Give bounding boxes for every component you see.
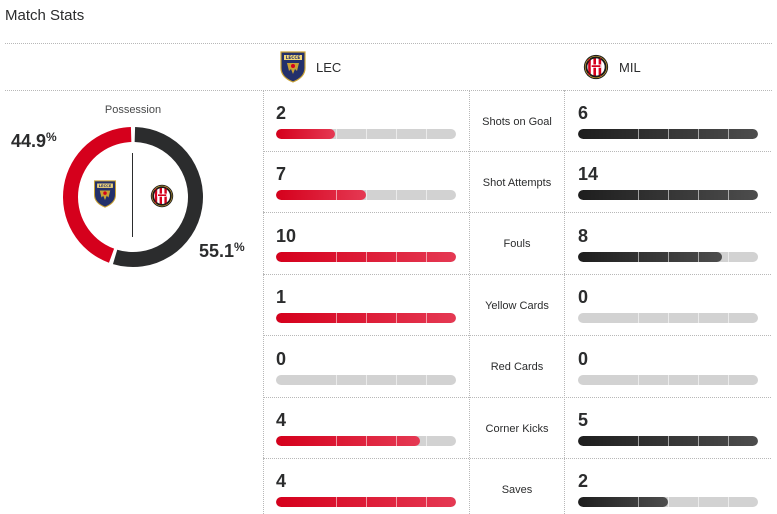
possession-donut-chart — [62, 127, 204, 267]
column-divider — [469, 90, 470, 514]
away-team-header[interactable]: MIL — [583, 50, 641, 84]
lecce-crest-icon — [93, 180, 117, 208]
team-header-divider — [5, 90, 772, 91]
home-possession-value: 44.9% — [11, 130, 57, 151]
stat-row: 10 Fouls 8 — [263, 214, 771, 275]
stat-row: 4 Saves 2 — [263, 459, 771, 514]
milan-crest-icon — [583, 52, 609, 82]
stat-label: Shot Attempts — [482, 176, 552, 189]
home-stat-cell: 4 — [276, 471, 456, 508]
home-stat-bar — [276, 374, 456, 385]
away-stat-cell: 14 — [578, 164, 758, 201]
away-stat-bar-fill — [578, 251, 722, 262]
home-stat-cell: 7 — [276, 164, 456, 201]
stat-label: Saves — [501, 483, 533, 496]
home-stat-value: 0 — [276, 348, 287, 369]
stat-label: Fouls — [503, 238, 531, 251]
home-stat-bar-fill — [276, 436, 420, 446]
row-divider — [263, 396, 771, 398]
home-stat-cell: 1 — [276, 287, 456, 324]
stat-row: 0 Red Cards 0 — [263, 337, 771, 398]
row-divider — [263, 273, 771, 275]
possession-label: Possession — [104, 104, 162, 116]
stat-row: 7 Shot Attempts 14 — [263, 152, 771, 214]
home-stat-value: 1 — [276, 287, 287, 308]
away-stat-cell: 0 — [578, 349, 758, 385]
row-divider — [263, 458, 771, 459]
away-stat-cell: 6 — [578, 103, 758, 139]
away-possession-value: 55.1% — [199, 240, 245, 261]
away-stat-bar — [578, 313, 758, 324]
away-stat-cell: 5 — [578, 410, 758, 446]
page-title: Match Stats — [5, 7, 85, 24]
home-stat-bar — [276, 129, 456, 139]
away-stat-value: 5 — [578, 410, 589, 430]
home-stat-cell: 4 — [276, 410, 456, 446]
column-divider — [564, 90, 565, 514]
away-stat-cell: 8 — [578, 226, 758, 262]
home-stat-value: 4 — [276, 471, 287, 492]
stat-row: 2 Shots on Goal 6 — [263, 91, 771, 152]
home-team-header[interactable]: LEC — [280, 50, 341, 84]
donut-divider — [132, 153, 133, 237]
away-stat-bar — [578, 436, 758, 446]
home-stat-value: 2 — [276, 103, 287, 123]
home-stat-cell: 0 — [276, 349, 456, 385]
row-divider — [263, 212, 771, 214]
away-stat-value: 0 — [578, 287, 589, 308]
stat-label: Red Cards — [490, 361, 544, 374]
away-stat-bar — [578, 497, 758, 508]
home-stat-bar-fill — [276, 190, 366, 201]
home-stat-value: 10 — [276, 225, 297, 246]
home-stat-value: 4 — [276, 410, 287, 430]
stat-label: Shots on Goal — [482, 115, 552, 128]
away-stat-bar — [578, 129, 758, 139]
away-stat-value: 8 — [578, 225, 589, 246]
home-stat-cell: 2 — [276, 103, 456, 139]
away-stat-value: 14 — [578, 164, 599, 185]
away-stat-bar — [578, 374, 758, 385]
home-stat-cell: 10 — [276, 226, 456, 262]
away-stat-bar-fill — [578, 497, 668, 508]
column-divider — [263, 90, 264, 514]
away-stat-cell: 2 — [578, 471, 758, 508]
away-stat-value: 2 — [578, 471, 589, 492]
away-stat-bar — [578, 190, 758, 201]
header-divider — [5, 43, 772, 44]
home-possession-arc — [62, 127, 132, 263]
stat-row: 4 Corner Kicks 5 — [263, 398, 771, 459]
home-stat-bar — [276, 313, 456, 324]
away-stat-cell: 0 — [578, 287, 758, 324]
stat-label: Corner Kicks — [485, 422, 549, 435]
away-stat-value: 0 — [578, 348, 589, 369]
row-divider — [263, 151, 771, 152]
away-possession-arc — [112, 127, 204, 267]
home-stat-value: 7 — [276, 164, 287, 185]
home-stat-bar — [276, 190, 456, 201]
stat-label: Yellow Cards — [485, 299, 549, 312]
away-team-abbr: MIL — [619, 59, 641, 75]
stat-row: 1 Yellow Cards 0 — [263, 275, 771, 337]
away-stat-value: 6 — [578, 103, 589, 123]
home-team-abbr: LEC — [316, 59, 342, 75]
away-stat-bar — [578, 251, 758, 262]
home-stat-bar — [276, 497, 456, 508]
home-stat-bar-fill — [276, 129, 336, 139]
milan-crest-icon — [150, 181, 174, 211]
row-divider — [263, 335, 771, 337]
home-stat-bar — [276, 436, 456, 446]
home-stat-bar — [276, 251, 456, 262]
lecce-crest-icon — [280, 51, 306, 83]
